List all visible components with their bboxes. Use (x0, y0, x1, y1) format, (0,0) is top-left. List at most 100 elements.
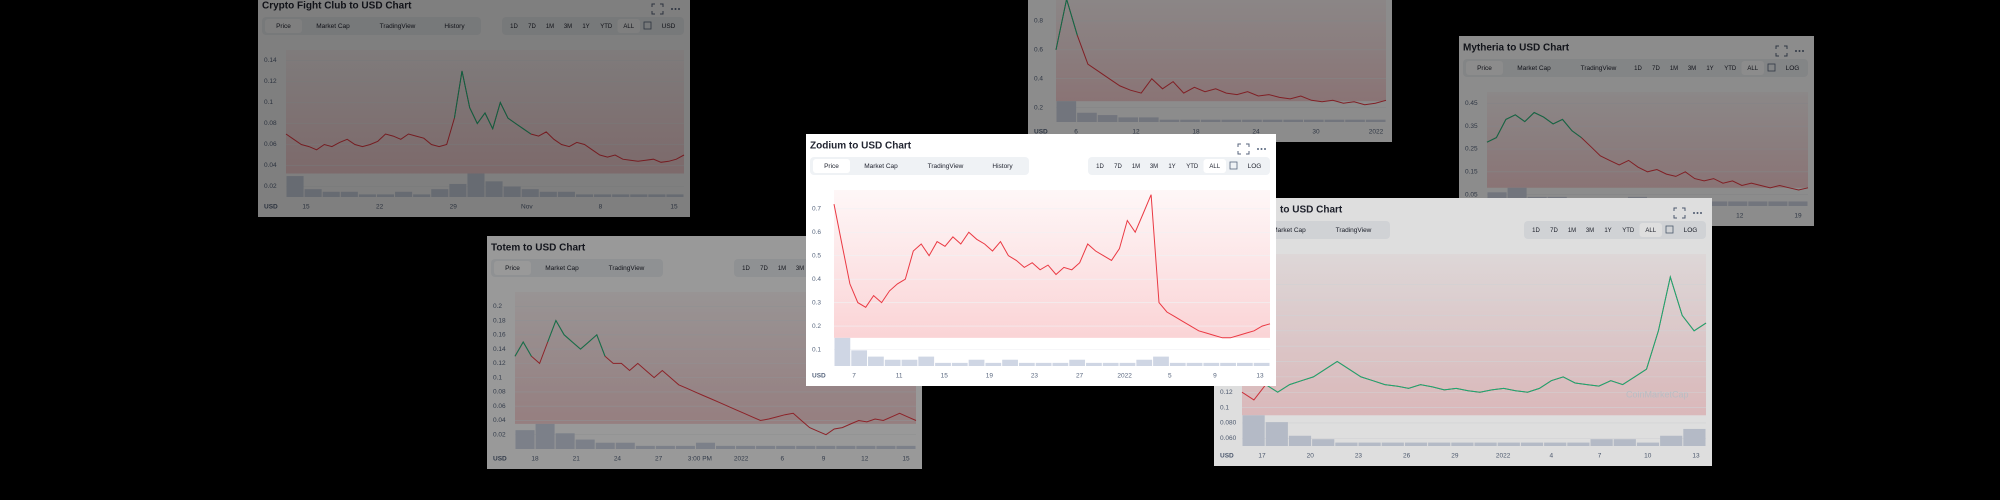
range-button[interactable]: YTD (1724, 66, 1737, 72)
tab[interactable]: TradingView (380, 23, 416, 30)
volume-bar (695, 442, 715, 449)
volume-bar (557, 191, 575, 197)
tab[interactable]: Market Cap (864, 163, 898, 170)
expand-icon[interactable] (651, 3, 664, 15)
calendar-icon[interactable] (1665, 225, 1674, 234)
volume-bar (630, 194, 648, 197)
y-tick-label: 0.1 (264, 99, 273, 106)
range-button[interactable]: 1D (742, 266, 750, 272)
range-button[interactable]: 7D (760, 266, 768, 272)
more-icon[interactable] (1802, 50, 1804, 52)
range-button[interactable]: 3M (1150, 164, 1158, 170)
y-tick-label: 0.14 (264, 57, 277, 64)
volume-bar (1283, 119, 1303, 122)
tab[interactable]: Price (276, 23, 291, 30)
tab[interactable]: Price (505, 265, 520, 272)
y-tick-label: 0.4 (1034, 75, 1043, 82)
x-tick-label: 26 (1403, 453, 1411, 460)
expand-icon[interactable] (1237, 143, 1250, 155)
tab[interactable]: History (992, 163, 1013, 170)
volume-bar (1242, 415, 1265, 446)
tab[interactable]: History (444, 23, 465, 30)
area-fill (1242, 254, 1706, 416)
more-icon[interactable] (1260, 148, 1263, 150)
range-button[interactable]: YTD (600, 24, 613, 30)
range-button[interactable]: YTD (1186, 164, 1199, 170)
y-tick-label: 0.04 (493, 417, 506, 424)
range-button[interactable]: YTD (1622, 228, 1635, 234)
range-button[interactable]: 1D (1532, 228, 1540, 234)
range-button[interactable]: 3M (564, 24, 572, 30)
volume-bar (1052, 362, 1069, 366)
tab[interactable]: TradingView (609, 265, 645, 272)
tab-selected (1466, 61, 1503, 75)
tab[interactable]: Market Cap (1517, 65, 1551, 72)
range-button[interactable]: ALL (1645, 228, 1656, 234)
x-tick-label: 22 (376, 204, 384, 211)
calendar-icon[interactable] (1229, 161, 1238, 170)
more-icon[interactable] (1696, 212, 1699, 214)
tab[interactable]: Market Cap (316, 23, 350, 30)
range-button[interactable]: ALL (1747, 66, 1758, 72)
more-icon[interactable] (674, 8, 677, 10)
scale-button[interactable]: USD (662, 23, 676, 30)
volume-bar (1335, 442, 1358, 446)
range-button[interactable]: 1M (1568, 228, 1576, 234)
expand-icon[interactable] (1673, 207, 1686, 219)
range-button[interactable]: 1D (510, 24, 518, 30)
range-button[interactable]: 1Y (582, 24, 589, 30)
more-icon[interactable] (1264, 148, 1266, 150)
tab[interactable]: TradingView (1336, 227, 1372, 234)
volume-bar (304, 189, 322, 197)
range-button[interactable]: 3M (1586, 228, 1594, 234)
scale-button[interactable]: LOG (1248, 163, 1262, 170)
range-button[interactable]: ALL (1209, 164, 1220, 170)
scale-button[interactable]: LOG (1786, 65, 1800, 72)
range-button[interactable]: 1M (1132, 164, 1140, 170)
volume-bar (1428, 442, 1451, 446)
x-tick-label: 12 (861, 456, 869, 463)
range-button[interactable]: 7D (1114, 164, 1122, 170)
currency-label: USD (1220, 453, 1234, 460)
volume-bar (1102, 362, 1119, 366)
range-button[interactable]: 1D (1096, 164, 1104, 170)
more-icon[interactable] (671, 8, 673, 10)
x-tick-label: 5 (1168, 373, 1172, 380)
tab[interactable]: TradingView (928, 163, 964, 170)
range-button[interactable]: ALL (623, 24, 634, 30)
tab[interactable]: Market Cap (545, 265, 579, 272)
volume-bar (1159, 119, 1180, 122)
more-icon[interactable] (1798, 50, 1801, 52)
expand-icon[interactable] (1775, 45, 1788, 57)
calendar-icon[interactable] (1767, 63, 1776, 72)
more-icon[interactable] (1700, 212, 1702, 214)
more-icon[interactable] (1257, 148, 1259, 150)
tab[interactable]: Price (824, 163, 839, 170)
x-tick-label: 15 (302, 204, 310, 211)
range-button[interactable]: 7D (1652, 66, 1660, 72)
range-button[interactable]: 3M (1688, 66, 1696, 72)
tab[interactable]: TradingView (1581, 65, 1617, 72)
more-icon[interactable] (1693, 212, 1695, 214)
volume-bar (1748, 201, 1768, 206)
range-button[interactable]: 1M (546, 24, 554, 30)
x-tick-label: 13 (1692, 453, 1700, 460)
range-button[interactable]: 3M (796, 266, 804, 272)
tab[interactable]: Price (1477, 65, 1492, 72)
range-button[interactable]: 1Y (1168, 164, 1175, 170)
range-button[interactable]: 7D (1550, 228, 1558, 234)
scale-button[interactable]: LOG (1684, 227, 1698, 234)
range-button[interactable]: 1Y (1604, 228, 1611, 234)
range-button[interactable]: 1Y (1706, 66, 1713, 72)
x-tick-label: 24 (1252, 129, 1260, 136)
tab[interactable]: Market Cap (1272, 227, 1306, 234)
range-button[interactable]: 7D (528, 24, 536, 30)
volume-bar (521, 189, 539, 197)
more-icon[interactable] (678, 8, 680, 10)
range-button[interactable]: 1M (778, 266, 786, 272)
range-button[interactable]: 1D (1634, 66, 1642, 72)
range-button[interactable]: 1M (1670, 66, 1678, 72)
more-icon[interactable] (1795, 50, 1797, 52)
volume-bar (1180, 119, 1200, 122)
volume-bar (655, 445, 675, 449)
